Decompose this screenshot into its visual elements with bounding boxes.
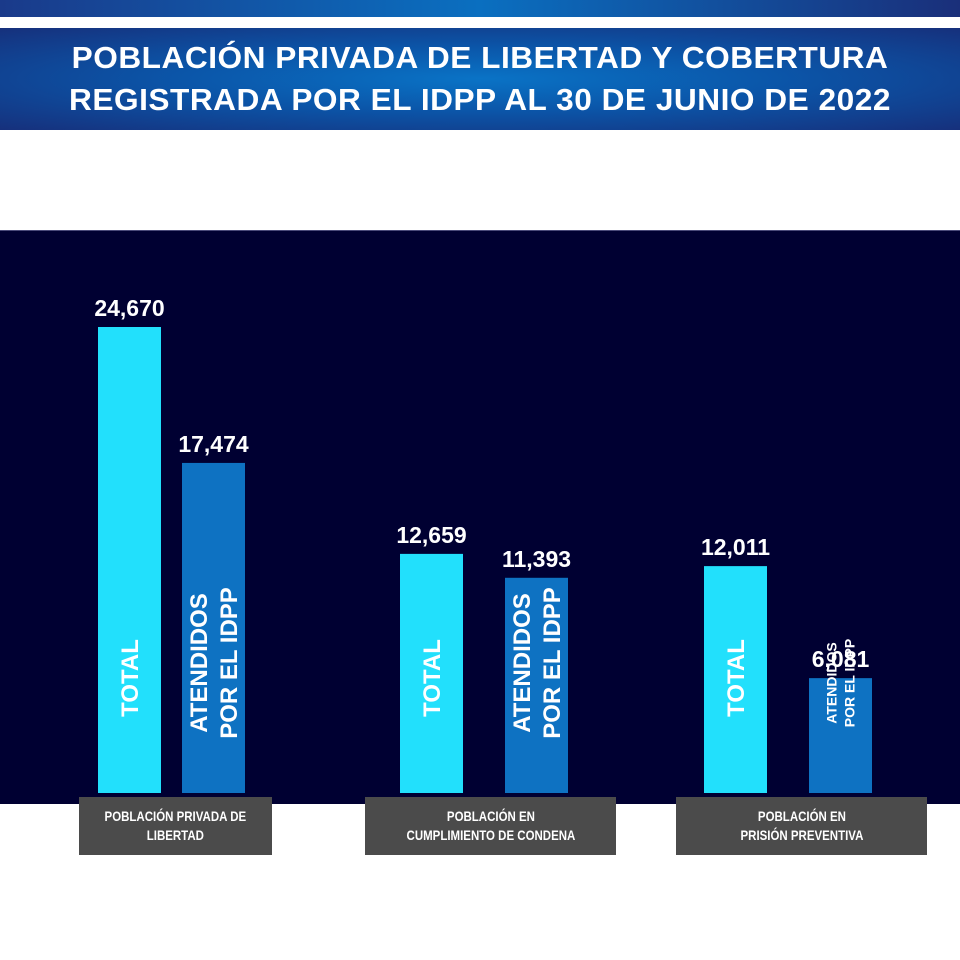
data-label-total-1: 24,670: [94, 295, 164, 321]
category-label-line: POBLACIÓN EN: [757, 808, 846, 824]
category-label-line: POBLACIÓN PRIVADA DE: [104, 808, 247, 824]
bar-inner-label-line: POR EL IDPP: [842, 639, 858, 727]
data-label-atendidos-1: 17,474: [178, 431, 249, 457]
category-label-line: POBLACIÓN EN: [446, 808, 535, 824]
bar-atendidos-3: [809, 678, 872, 793]
bar-inner-label-line: ATENDIDOS: [824, 642, 840, 723]
category-label-1: POBLACIÓN PRIVADA DE LIBERTAD: [79, 797, 272, 855]
category-label-line: CUMPLIMIENTO DE CONDENA: [406, 827, 575, 843]
category-label-text: POBLACIÓN EN CUMPLIMIENTO DE CONDENA: [406, 807, 575, 845]
category-label-text: POBLACIÓN EN PRISIÓN PREVENTIVA: [740, 807, 863, 845]
bar-total-1: [98, 327, 161, 793]
bar-inner-label-total-2: TOTAL: [419, 639, 446, 717]
bar-inner-label-line: ATENDIDOS: [509, 593, 536, 733]
data-label-total-2: 12,659: [396, 522, 466, 548]
bar-total-3: [704, 566, 767, 793]
data-label-atendidos-3: 6,081: [812, 646, 870, 672]
bar-inner-label-line: ATENDIDOS: [186, 593, 213, 733]
bar-atendidos-1: [182, 462, 245, 793]
bar-inner-label-atendidos-2: ATENDIDOS POR EL IDPP: [509, 587, 566, 739]
category-label-2: POBLACIÓN EN CUMPLIMIENTO DE CONDENA: [365, 797, 616, 855]
title-banner: [0, 28, 960, 130]
data-label-total-3: 12,011: [701, 534, 770, 560]
top-decorative-band: [0, 0, 960, 17]
bar-inner-label-line: TOTAL: [117, 639, 144, 717]
data-label-atendidos-2: 11,393: [502, 546, 571, 572]
bar-inner-label-line: TOTAL: [419, 639, 446, 717]
category-label-line: LIBERTAD: [146, 827, 205, 843]
bar-inner-label-line: POR EL IDPP: [539, 587, 566, 739]
bar-inner-label-total-3: TOTAL: [723, 639, 750, 717]
bar-inner-label-atendidos-3: ATENDIDOS POR EL IDPP: [824, 639, 858, 727]
bar-inner-label-line: TOTAL: [723, 639, 750, 717]
bar-total-2: [400, 553, 463, 793]
category-label-line: PRISIÓN PREVENTIVA: [740, 827, 863, 843]
bar-inner-label-total-1: TOTAL: [117, 639, 144, 717]
bar-inner-label-line: POR EL IDPP: [216, 587, 243, 739]
chart-title-line-2: REGISTRADA POR EL IDPP AL 30 DE JUNIO DE…: [69, 82, 891, 117]
bar-inner-label-atendidos-1: ATENDIDOS POR EL IDPP: [186, 587, 243, 739]
chart-title-line-1: POBLACIÓN PRIVADA DE LIBERTAD Y COBERTUR…: [71, 40, 889, 75]
bar-atendidos-2: [505, 577, 568, 793]
category-label-text: POBLACIÓN PRIVADA DE LIBERTAD: [105, 807, 247, 845]
category-label-3: POBLACIÓN EN PRISIÓN PREVENTIVA: [676, 797, 927, 855]
